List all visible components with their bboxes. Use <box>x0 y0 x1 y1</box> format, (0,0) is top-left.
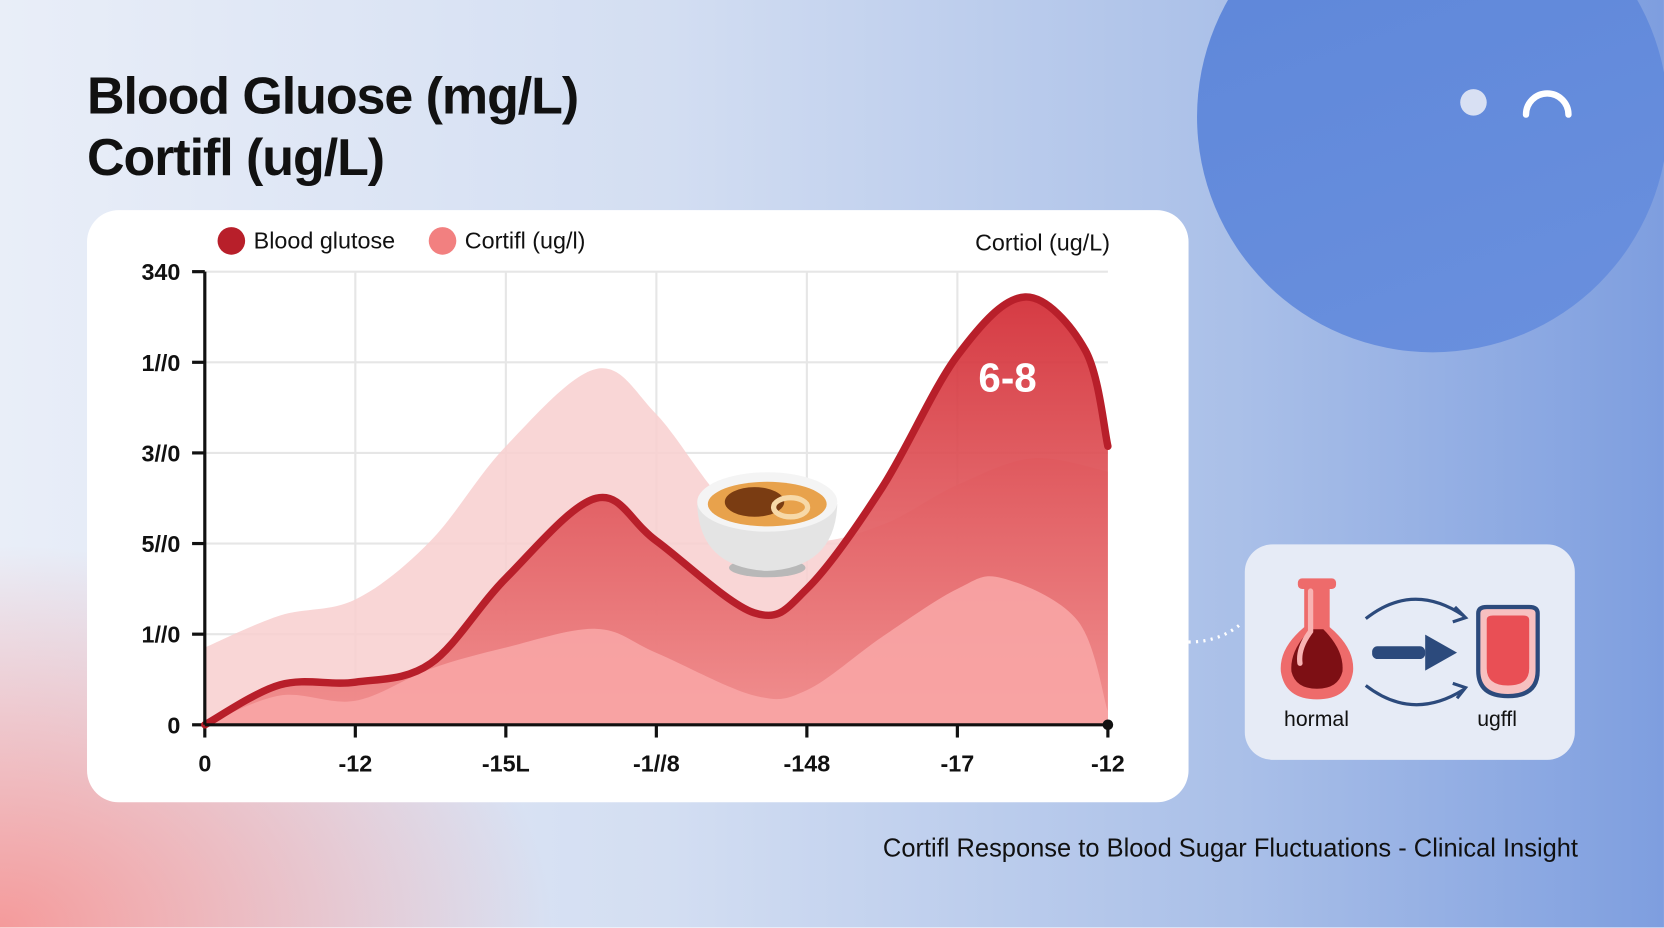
y-tick-label: 1//0 <box>141 350 180 376</box>
x-tick-label: -1//8 <box>633 750 680 776</box>
y-tick-label: 1//0 <box>141 622 180 648</box>
x-tick-label: -15L <box>482 750 530 776</box>
legend-swatch <box>217 227 246 255</box>
title-line-2: Cortifl (ug/L) <box>87 129 385 187</box>
blood-cup-icon <box>1476 604 1540 699</box>
process-panel: hormal ugffl <box>1244 544 1575 760</box>
arrow-right-icon <box>1364 597 1469 707</box>
x-tick-label: -12 <box>1091 750 1125 776</box>
left-label: hormal <box>1284 707 1349 732</box>
dot-icon <box>1460 89 1487 116</box>
glucose-line <box>201 293 1112 729</box>
arc-icon <box>1522 90 1572 118</box>
bowl-icon <box>697 472 838 578</box>
page-title: Blood Gluose (mg/L) Cortifl (ug/L) <box>87 66 579 189</box>
right-label: ugffl <box>1477 707 1517 732</box>
x-tick-label: 0 <box>198 750 211 776</box>
dotted-connector <box>1188 623 1241 644</box>
cortisol-area <box>204 576 1108 725</box>
caption: Cortifl Response to Blood Sugar Fluctuat… <box>882 834 1579 863</box>
legend-label: Cortifl (ug/l) <box>464 227 586 254</box>
legend-swatch <box>428 227 457 255</box>
legend-item-glucose: Blood glutose <box>217 227 396 255</box>
axis-end-dot <box>1102 719 1114 731</box>
y-tick-label: 0 <box>167 712 180 738</box>
y-tick-label: 5//0 <box>141 531 180 557</box>
glucose-area <box>204 296 1108 725</box>
y-tick-label: 3//0 <box>141 440 180 466</box>
title-line-1: Blood Gluose (mg/L) <box>87 67 579 126</box>
legend-label: Blood glutose <box>253 227 396 254</box>
x-tick-label: -17 <box>941 750 975 776</box>
y-tick-label: 340 <box>141 259 180 285</box>
right-axis-label: Cortiol (ug/L) <box>975 229 1111 256</box>
blood-flask-icon <box>1280 578 1354 700</box>
legend-item-cortisol: Cortifl (ug/l) <box>428 227 586 255</box>
x-tick-label: -12 <box>338 750 372 776</box>
peak-annotation: 6-8 <box>978 356 1037 402</box>
x-tick-label: -148 <box>784 750 831 776</box>
